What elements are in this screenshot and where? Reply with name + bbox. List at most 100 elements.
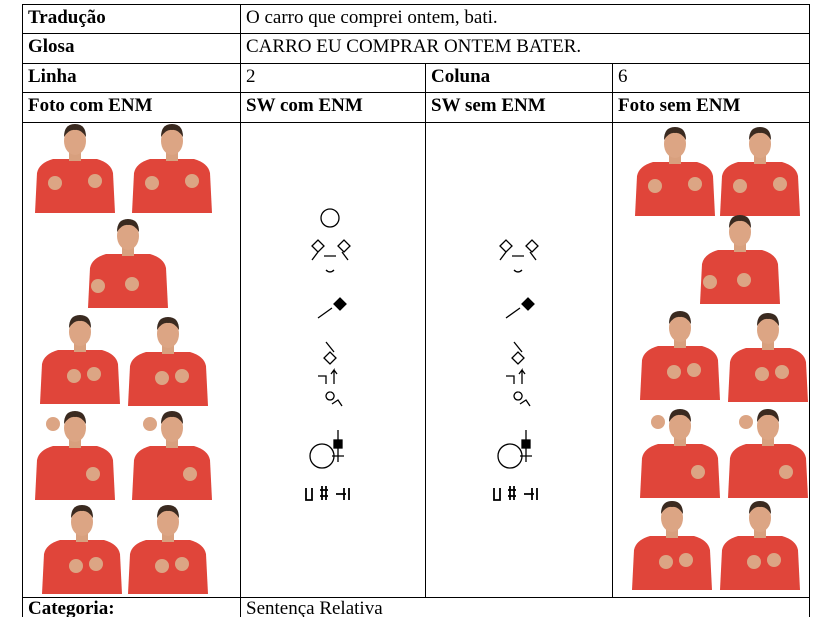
face: [64, 414, 86, 442]
neck: [674, 338, 686, 348]
neck: [74, 342, 86, 352]
value: Sentença Relativa: [240, 597, 810, 617]
sw-line: [520, 430, 532, 462]
hair: [757, 409, 779, 422]
shirt: [720, 162, 800, 216]
photo: [720, 501, 800, 590]
signwriting: [493, 239, 539, 501]
face: [64, 127, 86, 155]
hand: [739, 415, 753, 429]
photo: [728, 313, 808, 402]
hand: [667, 365, 681, 379]
face: [757, 412, 779, 440]
hand: [687, 363, 701, 377]
face: [757, 316, 779, 344]
sw-move: [506, 341, 531, 407]
hair: [729, 215, 751, 228]
photo: [728, 409, 808, 498]
hair: [157, 505, 179, 518]
shirt: [35, 159, 115, 213]
sw-hands: [311, 239, 351, 261]
neck: [162, 344, 174, 354]
sw-hands: [499, 239, 539, 261]
neck: [122, 246, 134, 256]
hand: [733, 179, 747, 193]
hand: [183, 467, 197, 481]
hand: [48, 176, 62, 190]
hand: [651, 415, 665, 429]
neck: [754, 528, 766, 538]
sw-contact: [333, 439, 343, 449]
sw-line: [332, 430, 344, 462]
hair: [157, 317, 179, 330]
sw-point: [317, 297, 347, 319]
neck: [69, 438, 81, 448]
hand: [688, 177, 702, 191]
face: [669, 412, 691, 440]
neck: [762, 340, 774, 350]
sw-head: [497, 443, 523, 469]
hand: [175, 369, 189, 383]
neck: [674, 436, 686, 446]
shirt: [132, 159, 212, 213]
hair: [749, 501, 771, 514]
face: [161, 414, 183, 442]
shirt: [728, 444, 808, 498]
face: [749, 130, 771, 158]
neck: [166, 151, 178, 161]
photo: [132, 124, 212, 213]
neck: [754, 154, 766, 164]
photo: [720, 127, 800, 216]
photo: [128, 505, 208, 594]
face: [117, 222, 139, 250]
hair: [669, 409, 691, 422]
hand: [767, 553, 781, 567]
hair: [661, 501, 683, 514]
photo: [40, 315, 120, 404]
photo: [640, 311, 720, 400]
hand: [773, 177, 787, 191]
sw-point: [505, 297, 535, 319]
face: [157, 320, 179, 348]
hair: [757, 313, 779, 326]
face: [729, 218, 751, 246]
hand: [87, 367, 101, 381]
hand: [91, 279, 105, 293]
hair: [71, 505, 93, 518]
hand: [143, 417, 157, 431]
face: [669, 314, 691, 342]
photo: [35, 411, 115, 500]
neck: [69, 151, 81, 161]
photo: [128, 317, 208, 406]
sw-face: [320, 208, 340, 228]
face: [661, 504, 683, 532]
hand: [679, 553, 693, 567]
face: [69, 318, 91, 346]
hair: [64, 124, 86, 137]
photo: [640, 409, 720, 498]
neck: [166, 438, 178, 448]
hand: [145, 176, 159, 190]
hair: [669, 311, 691, 324]
hand: [69, 559, 83, 573]
hand: [703, 275, 717, 289]
face: [71, 508, 93, 536]
photo: [35, 124, 115, 213]
shirt: [132, 446, 212, 500]
hair: [64, 411, 86, 424]
photo: [635, 127, 715, 216]
hand: [88, 174, 102, 188]
photo: [42, 505, 122, 594]
photo: [700, 215, 780, 304]
hand: [89, 557, 103, 571]
sw-notation: [305, 486, 350, 501]
shirt: [35, 446, 115, 500]
face: [157, 508, 179, 536]
neck: [762, 436, 774, 446]
shirt: [640, 444, 720, 498]
hand: [779, 465, 793, 479]
neck: [666, 528, 678, 538]
hand: [185, 174, 199, 188]
sw-mouth: [325, 269, 335, 273]
